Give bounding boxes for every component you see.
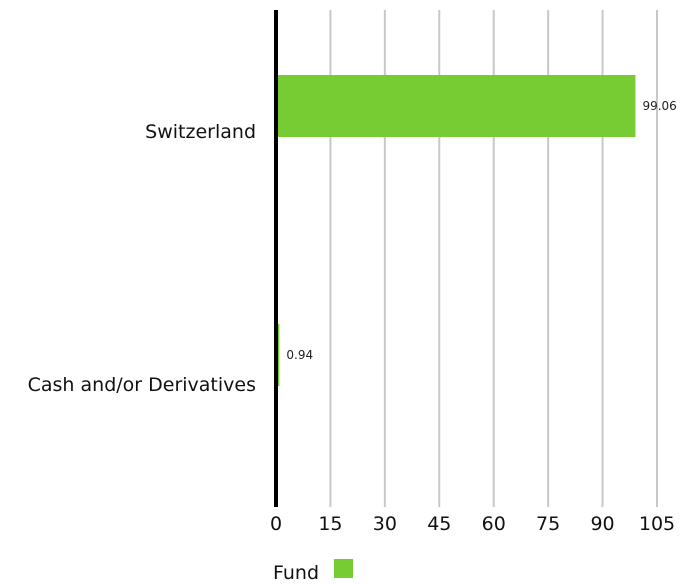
legend-label: Fund bbox=[273, 562, 319, 580]
legend-swatch bbox=[334, 559, 353, 578]
x-tick-labels: 0 15 30 45 60 75 90 105 bbox=[270, 513, 675, 535]
x-tick-label-60: 60 bbox=[482, 513, 506, 535]
x-tick-label-30: 30 bbox=[373, 513, 397, 535]
x-tick-label-105: 105 bbox=[639, 513, 675, 535]
data-label-1: 0.94 bbox=[286, 348, 313, 362]
category-label-0: Switzerland bbox=[145, 121, 256, 143]
x-tick-label-90: 90 bbox=[590, 513, 614, 535]
data-label-0: 99.06 bbox=[642, 99, 676, 113]
bar-0[interactable] bbox=[276, 75, 636, 137]
data-labels: 99.06 0.94 bbox=[286, 99, 676, 362]
category-label-1: Cash and/or Derivatives bbox=[28, 374, 256, 396]
category-labels: Switzerland Cash and/or Derivatives bbox=[28, 121, 256, 396]
x-tick-label-0: 0 bbox=[270, 513, 282, 535]
x-tick-label-15: 15 bbox=[318, 513, 342, 535]
legend: Fund bbox=[273, 559, 353, 584]
x-tick-label-45: 45 bbox=[427, 513, 451, 535]
x-tick-label-75: 75 bbox=[536, 513, 560, 535]
